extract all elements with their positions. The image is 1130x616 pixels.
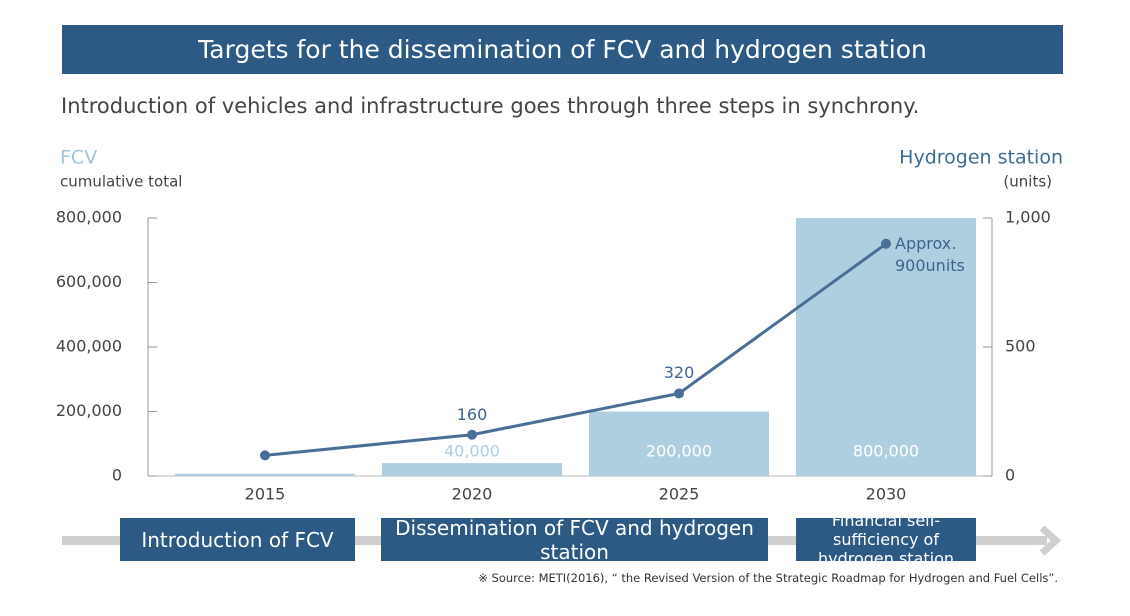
y-tick-label: 200,000 bbox=[56, 401, 122, 420]
arrow-head bbox=[1039, 525, 1062, 556]
x-tick-label: 2025 bbox=[659, 485, 700, 504]
line-value-label: 160 bbox=[456, 404, 488, 424]
y-axis-subtitle: cumulative total bbox=[60, 173, 182, 191]
phase: Introduction of FCV bbox=[120, 518, 355, 561]
phase: Dissemination of FCV and hydrogen statio… bbox=[381, 516, 768, 564]
title: Targets for the dissemination of FCV and… bbox=[62, 25, 1063, 74]
footnote: ※ Source: METI(2016), “ the Revised Vers… bbox=[478, 571, 1058, 585]
x-tick-label: 2030 bbox=[866, 485, 907, 504]
line-point bbox=[467, 429, 477, 440]
line-point bbox=[881, 238, 891, 249]
line-point bbox=[674, 388, 684, 399]
y-tick-label: 600,000 bbox=[56, 272, 122, 291]
bar bbox=[382, 463, 562, 476]
y-axis-title: FCV bbox=[60, 147, 97, 169]
x-tick-label: 2015 bbox=[245, 485, 286, 504]
bar-value-label: 800,000 bbox=[853, 442, 919, 461]
x-tick-label: 2020 bbox=[452, 485, 493, 504]
line bbox=[264, 242, 887, 457]
y2-tick-label: 0 bbox=[1005, 466, 1015, 485]
y2-axis-title: Hydrogen station bbox=[899, 147, 1063, 169]
y-tick-label: 400,000 bbox=[56, 337, 122, 356]
bar bbox=[589, 411, 769, 476]
line-point bbox=[260, 450, 270, 461]
bar-value-label: 40,000 bbox=[444, 442, 500, 461]
y-tick-label: 800,000 bbox=[56, 208, 122, 227]
y2-tick-label: 1,000 bbox=[1005, 208, 1051, 227]
y-tick-label: 0 bbox=[112, 466, 122, 485]
bar-value-label: 200,000 bbox=[646, 442, 712, 461]
bar bbox=[175, 473, 355, 476]
y2-tick-label: 500 bbox=[1005, 337, 1036, 356]
line-value-label: Approx. 900units bbox=[895, 233, 965, 275]
phase: Financial self-sufficiency of hydrogen s… bbox=[796, 511, 976, 568]
subtitle: Introduction of vehicles and infrastruct… bbox=[61, 94, 920, 118]
line-value-label: 320 bbox=[663, 363, 695, 383]
bar bbox=[796, 218, 976, 476]
y2-axis-subtitle: (units) bbox=[1003, 173, 1052, 191]
